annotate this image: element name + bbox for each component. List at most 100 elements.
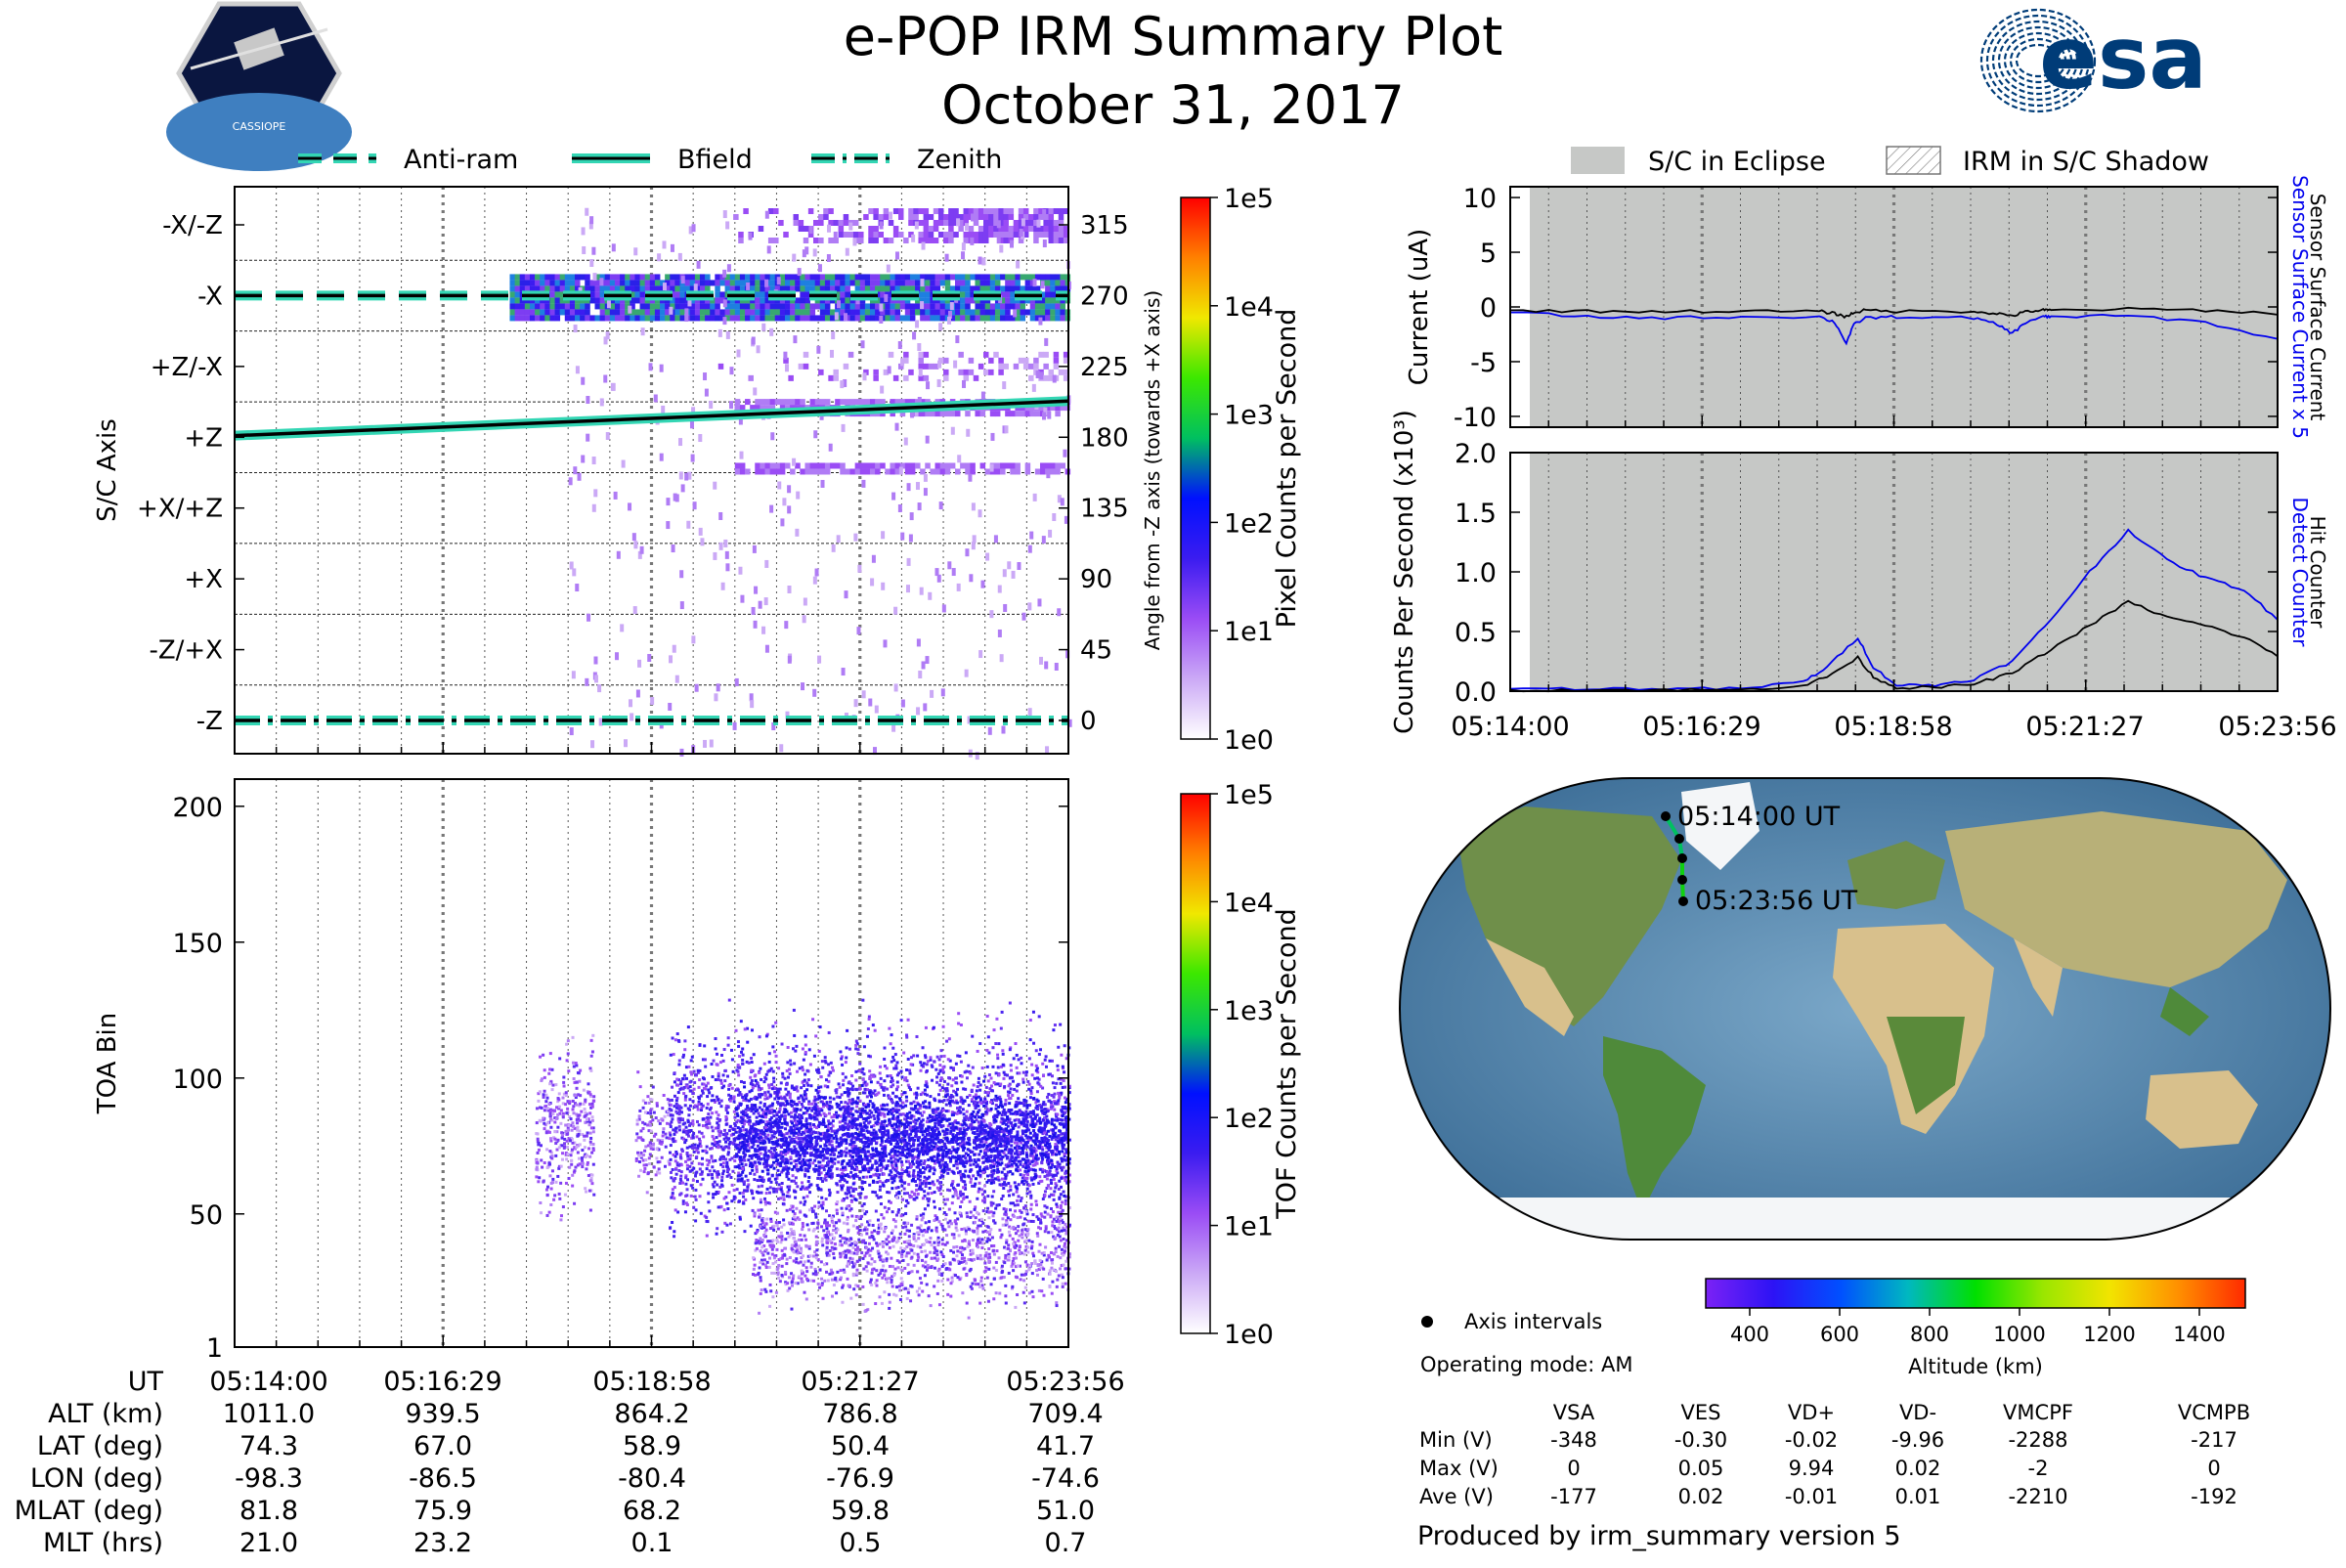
pixel-count-cell: [912, 331, 916, 339]
pixel-count-cell: [810, 468, 816, 474]
tof-count-cell: [557, 1139, 560, 1142]
tof-count-cell: [737, 1040, 740, 1043]
tof-count-cell: [585, 1167, 587, 1170]
tof-count-cell: [578, 1133, 581, 1136]
pixel-count-cell: [839, 220, 845, 226]
tof-count-cell: [667, 1113, 670, 1116]
angle-axis-label: Angle from -Z axis (towards +X axis): [1141, 290, 1164, 650]
tof-count-cell: [559, 1182, 562, 1185]
pixel-count-cell: [895, 280, 901, 285]
tof-count-cell: [678, 1125, 681, 1128]
pixel-count-cell: [969, 358, 975, 364]
pixel-count-cell: [770, 303, 776, 309]
pixel-count-cell: [1019, 208, 1024, 214]
pixel-count-cell: [780, 303, 786, 309]
pixel-count-cell: [1042, 412, 1046, 419]
tof-count-cell: [967, 1065, 970, 1067]
pixel-count-cell: [719, 280, 725, 285]
pixel-count-cell: [586, 614, 590, 622]
tof-count-cell: [676, 1104, 679, 1107]
pixel-count-cell: [1055, 468, 1061, 474]
tof-count-cell: [772, 1077, 775, 1080]
pixel-count-cell: [515, 309, 521, 315]
pixel-count-cell: [995, 309, 1001, 315]
pixel-count-cell: [770, 280, 776, 285]
pixel-count-cell: [980, 303, 986, 309]
pixel-count-cell: [735, 462, 741, 468]
tof-count-cell: [908, 1068, 911, 1071]
pixel-count-cell: [913, 214, 919, 220]
pixel-count-cell: [640, 297, 646, 303]
pixel-count-cell: [925, 274, 931, 280]
pixel-count-cell: [1010, 303, 1016, 309]
tof-count-cell: [562, 1081, 565, 1084]
tof-count-cell: [789, 1072, 792, 1075]
tof-count-cell: [773, 1050, 776, 1053]
tof-count-cell: [543, 1161, 546, 1164]
tof-count-cell: [1022, 1081, 1025, 1084]
pixel-count-cell: [825, 280, 831, 285]
pixel-count-cell: [1004, 425, 1008, 433]
pixel-count-cell: [820, 309, 826, 315]
tof-count-cell: [856, 1052, 859, 1055]
pixel-count-cell: [875, 706, 879, 714]
pixel-counts-colorbar-tick-label: 1e0: [1224, 725, 1274, 756]
tof-count-cell: [719, 1105, 722, 1108]
tof-count-cell: [1011, 1076, 1014, 1079]
pixel-count-cell: [835, 399, 841, 405]
pixel-count-cell: [1000, 462, 1005, 468]
tof-count-cell: [726, 1169, 729, 1172]
tof-count-cell: [759, 1035, 761, 1038]
tof-count-cell: [588, 1103, 591, 1106]
tof-count-cell: [988, 1073, 991, 1076]
pixel-count-cell: [868, 226, 874, 232]
tof-count-cell: [648, 1102, 651, 1105]
tof-count-cell: [781, 1072, 784, 1075]
tof-count-cell: [537, 1143, 540, 1146]
pixel-count-cell: [939, 501, 943, 509]
tof-count-cell: [1032, 1042, 1035, 1045]
tof-count-cell: [923, 1111, 926, 1113]
pixel-count-cell: [945, 411, 951, 416]
tof-count-cell: [646, 1191, 649, 1194]
tof-count-cell: [666, 1122, 669, 1125]
pixel-count-cell: [1045, 303, 1051, 309]
tof-count-cell: [570, 1159, 573, 1162]
tof-count-cell: [671, 1117, 673, 1120]
pixel-count-cell: [1055, 274, 1061, 280]
pixel-count-cell: [645, 315, 651, 321]
tof-count-cell: [1053, 1198, 1056, 1201]
pixel-count-cell: [942, 604, 946, 612]
pixel-count-cell: [1043, 352, 1049, 358]
pixel-count-cell: [905, 274, 911, 280]
tof-count-cell: [539, 1201, 542, 1204]
tof-count-cell: [1020, 1057, 1022, 1060]
tof-count-cell: [559, 1122, 562, 1125]
tof-count-cell: [565, 1130, 568, 1133]
pixel-count-cell: [884, 294, 888, 302]
tof-count-cell: [842, 1072, 845, 1075]
pixel-count-cell: [934, 238, 939, 243]
tof-count-cell: [537, 1180, 540, 1183]
pixel-count-cell: [775, 303, 781, 309]
pixel-count-cell: [941, 688, 945, 696]
tof-count-cell: [888, 1027, 891, 1030]
pixel-count-cell: [1003, 364, 1009, 370]
pixel-count-cell: [1007, 561, 1011, 569]
pixel-count-cell: [750, 700, 754, 708]
pixel-count-cell: [764, 597, 768, 605]
tof-count-cell: [901, 1149, 904, 1152]
pixel-count-cell: [893, 208, 899, 214]
pixel-count-cell: [1054, 208, 1060, 214]
pixel-count-cell: [520, 309, 526, 315]
tof-count-cell: [851, 1085, 854, 1088]
pixel-count-cell: [679, 749, 683, 757]
pixel-count-cell: [1054, 226, 1060, 232]
tof-count-cell: [657, 1160, 660, 1163]
tof-count-cell: [573, 1066, 576, 1068]
pixel-count-cell: [725, 563, 729, 571]
pixel-count-cell: [893, 607, 897, 615]
pixel-count-cell: [870, 399, 876, 405]
pixel-count-cell: [831, 331, 835, 339]
tof-count-cell: [828, 1189, 831, 1192]
